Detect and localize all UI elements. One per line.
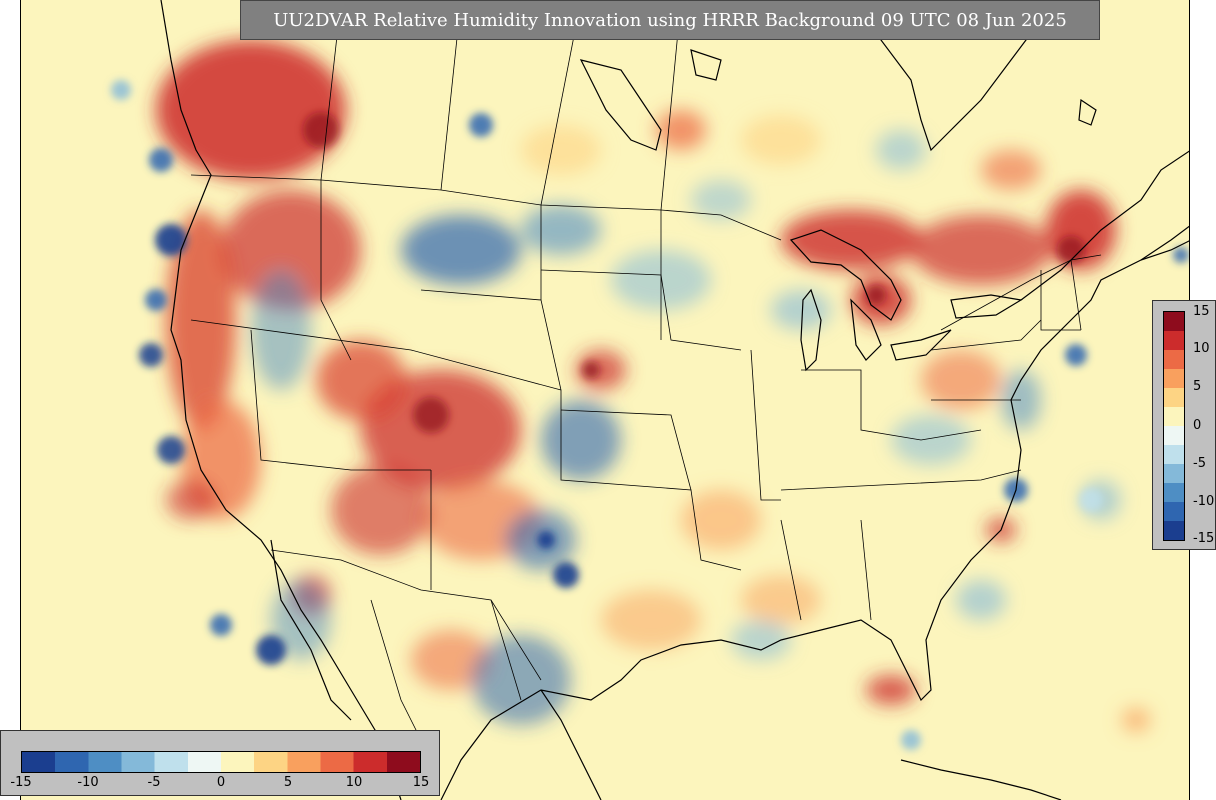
colorbar-vertical-tick: 15 — [1193, 304, 1210, 319]
colorbar-horizontal-tick: -10 — [77, 775, 99, 790]
colorbar-vertical-tick: 5 — [1193, 379, 1202, 394]
colorbar-vertical-tick: 0 — [1193, 418, 1202, 433]
colorbar-horizontal: -15 -10 -5 0 5 10 15 — [0, 730, 440, 796]
colorbar-horizontal-tick: -5 — [147, 775, 161, 790]
colorbar-vertical-tick: 10 — [1193, 341, 1210, 356]
colorbar-horizontal-tick: 5 — [283, 775, 293, 790]
humidity-innovation-map — [111, 0, 1189, 800]
colorbar-horizontal-tick: -15 — [10, 775, 32, 790]
colorbar-vertical-tick: -10 — [1193, 494, 1215, 509]
colorbar-vertical: 15 10 5 0 -5 -10 -15 — [1152, 300, 1216, 550]
colorbar-horizontal-tick: 10 — [345, 775, 363, 790]
map-panel — [20, 0, 1190, 800]
map-title-box: UU2DVAR Relative Humidity Innovation usi… — [240, 0, 1100, 40]
colorbar-vertical-tick: -5 — [1193, 456, 1206, 471]
map-title: UU2DVAR Relative Humidity Innovation usi… — [273, 9, 1067, 31]
colorbar-horizontal-tick: 15 — [412, 775, 430, 790]
colorbar-horizontal-tick: 0 — [216, 775, 226, 790]
colorbar-vertical-tick: -15 — [1193, 531, 1215, 546]
colorbar-horizontal-gradient — [21, 751, 421, 773]
colorbar-vertical-gradient — [1163, 311, 1185, 541]
